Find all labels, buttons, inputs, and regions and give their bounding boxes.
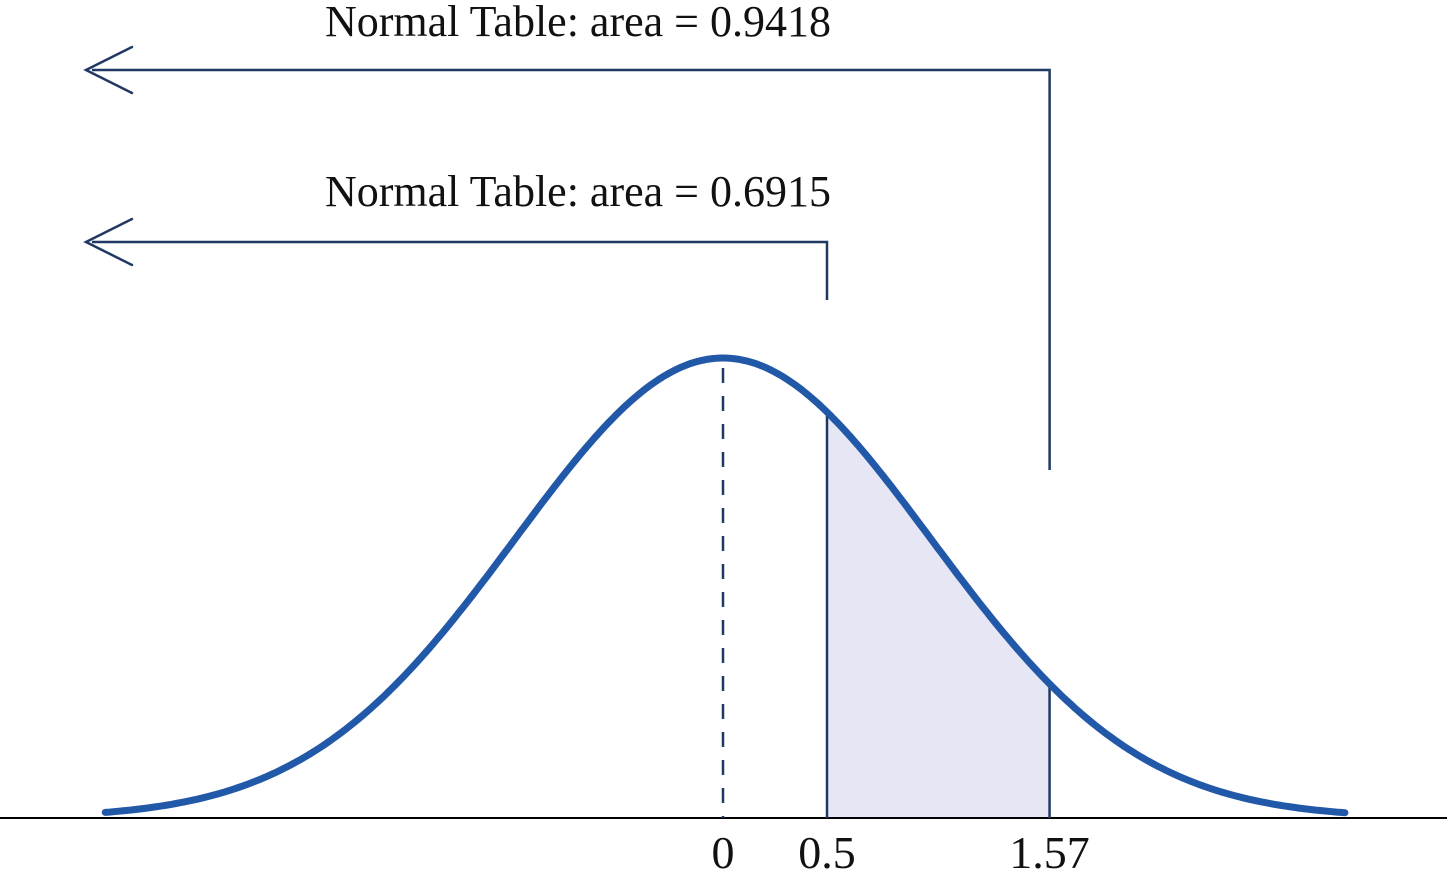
annotation-arrow-upper bbox=[83, 45, 1051, 470]
normal-curve bbox=[101, 354, 1349, 817]
annotation-label-lower: Normal Table: area = 0.6915 bbox=[325, 167, 831, 216]
arrow-elbow-line bbox=[92, 240, 829, 300]
left-arrowhead-icon bbox=[83, 45, 134, 95]
annotation-label-upper: Normal Table: area = 0.9418 bbox=[325, 0, 831, 46]
tick-label-1-57: 1.57 bbox=[1009, 827, 1090, 878]
left-arrowhead-icon bbox=[83, 217, 134, 267]
annotation-arrow-lower bbox=[83, 217, 829, 300]
shaded-area bbox=[827, 412, 1050, 818]
tick-label-0-5: 0.5 bbox=[798, 827, 856, 878]
tick-label-zero: 0 bbox=[712, 827, 735, 878]
arrow-elbow-line bbox=[92, 68, 1051, 470]
